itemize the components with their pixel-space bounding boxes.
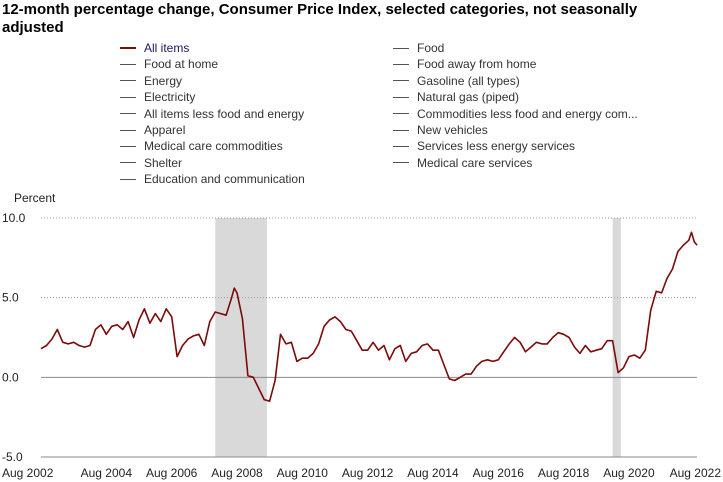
legend-item-food[interactable]: Food: [393, 40, 444, 56]
legend-swatch: [393, 145, 409, 147]
y-tick-label: 0.0: [2, 370, 19, 384]
legend-item-apparel[interactable]: Apparel: [120, 122, 185, 138]
y-tick-label: 10.0: [2, 211, 26, 225]
legend-item-electricity[interactable]: Electricity: [120, 89, 195, 105]
legend-item-food-at-home[interactable]: Food at home: [120, 56, 218, 72]
legend-swatch: [120, 96, 136, 98]
legend-swatch: [393, 113, 409, 115]
legend-item-food-away-from-home[interactable]: Food away from home: [393, 56, 536, 72]
x-tick-label: Aug 2002: [2, 466, 54, 480]
legend-item-medical-care-commodities[interactable]: Medical care commodities: [120, 138, 283, 154]
x-tick-label: Aug 2010: [277, 466, 329, 480]
x-tick-label: Aug 2014: [407, 466, 459, 480]
legend-label: Natural gas (piped): [417, 90, 520, 105]
legend-label: Food at home: [144, 57, 219, 72]
legend-swatch: [393, 63, 409, 65]
legend-item-medical-care-services[interactable]: Medical care services: [393, 155, 532, 171]
legend-swatch: [393, 129, 409, 131]
legend-swatch: [120, 145, 136, 147]
recession-band: [215, 218, 267, 457]
recession-band: [612, 218, 621, 457]
legend-label: Services less energy services: [417, 139, 576, 154]
x-tick-label: Aug 2018: [538, 466, 590, 480]
x-axis-ticks: Aug 2002 Aug 2004 Aug 2006 Aug 2008 Aug 2010…: [2, 466, 721, 480]
y-tick-label: -5.0: [2, 450, 23, 464]
series-line-all-items: [40, 231, 698, 403]
legend-label: Commodities less food and energy com...: [417, 106, 638, 121]
legend-swatch: [120, 178, 136, 180]
y-axis-ticks: 10.0 5.0 0.0 -5.0: [2, 211, 26, 464]
chart-legend: All items Food Food at home Food away from …: [120, 40, 680, 190]
legend-swatch: [393, 162, 409, 164]
chart-title: 12-month percentage change, Consumer Pri…: [2, 1, 638, 36]
x-tick-label: Aug 2004: [81, 466, 133, 480]
legend-item-shelter[interactable]: Shelter: [120, 155, 182, 171]
legend-item-gasoline-all-types[interactable]: Gasoline (all types): [393, 73, 520, 89]
y-axis-title: Percent: [14, 191, 56, 205]
legend-label: New vehicles: [417, 123, 488, 137]
series-lines: [40, 231, 698, 403]
x-tick-label: Aug 2006: [146, 466, 198, 480]
legend-swatch: [120, 162, 136, 164]
legend-item-all-items[interactable]: All items: [120, 40, 189, 56]
x-tick-label: Aug 2016: [473, 466, 525, 480]
legend-item-commodities-less-food-and-energy-com[interactable]: Commodities less food and energy com...: [393, 106, 638, 122]
legend-label: Education and communication: [144, 172, 305, 187]
legend-swatch: [120, 47, 136, 49]
legend-swatch: [120, 80, 136, 82]
legend-swatch: [120, 63, 136, 65]
gridlines: [41, 217, 697, 458]
legend-label: Food away from home: [417, 57, 537, 72]
x-tick-label: Aug 2008: [211, 466, 263, 480]
x-tick-label: Aug 2012: [342, 466, 394, 480]
legend-item-new-vehicles[interactable]: New vehicles: [393, 122, 488, 138]
legend-label: Medical care services: [417, 155, 533, 170]
legend-item-all-items-less-food-and-energy[interactable]: All items less food and energy: [120, 106, 304, 122]
legend-swatch: [393, 47, 409, 49]
legend-label: Medical care commodities: [144, 139, 283, 154]
legend-item-education-and-communication[interactable]: Education and communication: [120, 171, 305, 187]
y-tick-label: 5.0: [2, 291, 19, 305]
legend-label: All items less food and energy: [144, 106, 305, 121]
legend-swatch: [120, 113, 136, 115]
legend-label: Shelter: [144, 155, 183, 170]
legend-swatch: [393, 80, 409, 82]
legend-label: Apparel: [144, 123, 186, 137]
x-tick-label: Aug 2020: [603, 466, 655, 480]
legend-label: Electricity: [144, 90, 196, 105]
legend-swatch: [120, 129, 136, 131]
recession-bands: [215, 218, 621, 457]
legend-item-energy[interactable]: Energy: [120, 73, 182, 89]
legend-label: Food: [417, 41, 445, 55]
legend-label: Gasoline (all types): [417, 73, 520, 88]
legend-swatch: [393, 96, 409, 98]
legend-label: Energy: [144, 73, 183, 88]
legend-item-natural-gas-piped[interactable]: Natural gas (piped): [393, 89, 519, 105]
x-tick-label: Aug 2022: [670, 466, 722, 480]
legend-item-services-less-energy-services[interactable]: Services less energy services: [393, 138, 575, 154]
legend-label: All items: [144, 41, 190, 55]
